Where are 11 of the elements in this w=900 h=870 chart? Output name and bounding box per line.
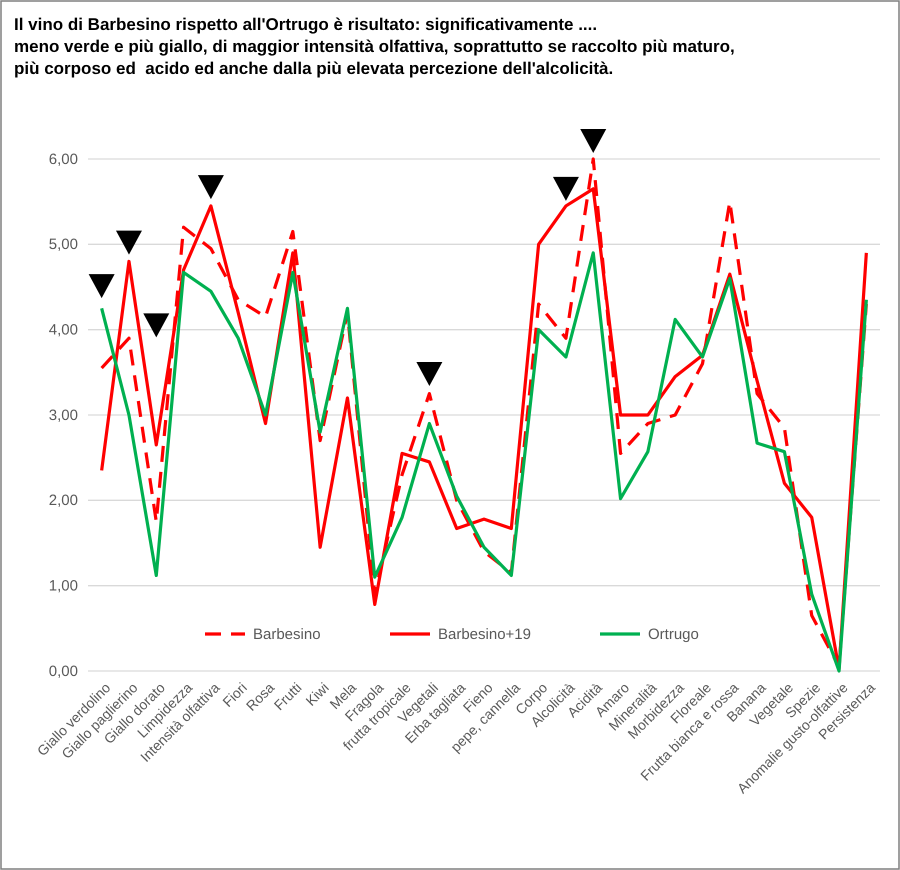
y-tick-label: 3,00: [48, 406, 78, 424]
legend-label: Barbesino+19: [438, 626, 531, 643]
y-tick-label: 4,00: [48, 321, 78, 338]
y-tick-label: 2,00: [48, 492, 78, 510]
legend-label: Barbesino: [253, 626, 321, 643]
y-tick-label: 0,00: [48, 662, 78, 680]
chart-title: Il vino di Barbesino rispetto all'Ortrugo è risultato: significativamente .... meno verde e più giallo, di maggior intensità olfattiva, soprattutto se raccolto più maturo, più corposo ed acido ed anche dalla più elevata percezione dell'alcolicità.: [14, 15, 735, 78]
y-tick-label: 5,00: [48, 236, 78, 254]
legend-label: Ortrugo: [648, 626, 699, 643]
y-tick-label: 1,00: [48, 577, 78, 594]
y-tick-label: 6,00: [48, 150, 78, 168]
